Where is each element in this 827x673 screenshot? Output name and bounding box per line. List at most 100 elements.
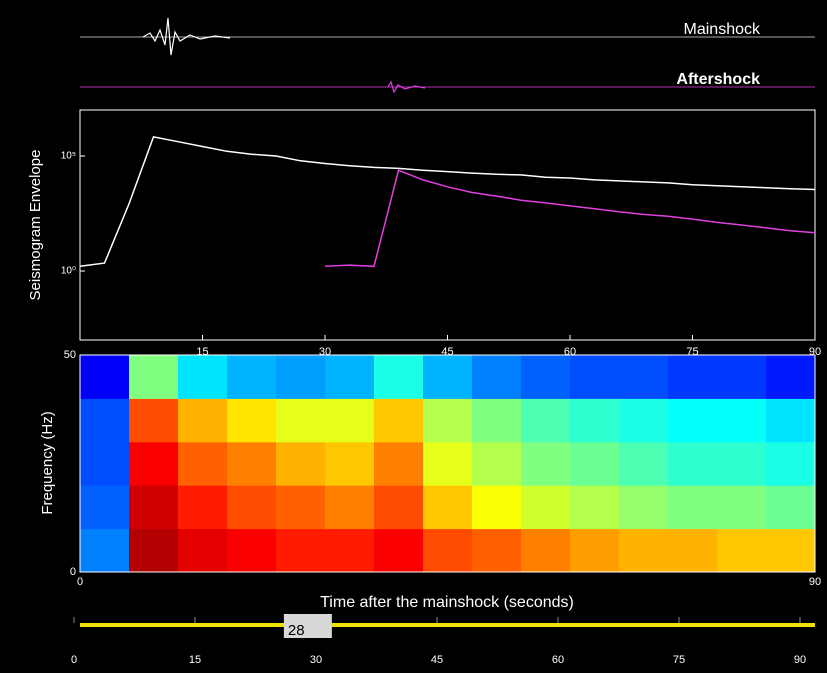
spectrogram-cell <box>766 441 816 486</box>
legend-mainshock: Mainshock <box>684 21 761 38</box>
spectrogram-cell <box>423 441 473 486</box>
spectrogram-cell <box>668 485 718 530</box>
envelope-line <box>79 136 816 268</box>
spectrogram-cell <box>374 398 424 443</box>
spectrogram-cell <box>276 398 326 443</box>
spectrogram-cell <box>80 441 130 486</box>
spectrogram-cell <box>521 398 571 443</box>
spectrogram-cell <box>668 441 718 486</box>
y-tick-label: 10⁰ <box>61 266 76 277</box>
spectrogram-cell <box>374 528 424 573</box>
spectrogram-cell <box>227 528 277 573</box>
slider-tick-label: 30 <box>310 654 322 666</box>
spectrogram-cell <box>423 528 473 573</box>
spectrogram-cell <box>325 398 375 443</box>
spectrogram-cell <box>129 441 179 486</box>
aftershock-burst <box>387 80 426 94</box>
x-tick-label: 0 <box>77 576 83 588</box>
spectrogram-cell <box>766 355 816 399</box>
spectrogram-cell <box>227 355 277 399</box>
spectrogram-cell <box>178 485 228 530</box>
spectrogram-cell <box>472 485 522 530</box>
spectrogram-cell <box>227 441 277 486</box>
spectrogram-cell <box>178 441 228 486</box>
spectrogram-cell <box>570 528 620 573</box>
slider-tick-label: 15 <box>189 654 201 666</box>
x-axis-label: Time after the mainshock (seconds) <box>320 594 574 611</box>
spectrogram-cell <box>668 528 718 573</box>
spectrogram-cell <box>129 485 179 530</box>
spectrogram-cell <box>717 485 767 530</box>
spectrogram-cell <box>423 398 473 443</box>
spectrogram-cell <box>129 355 179 399</box>
spectrogram-cell <box>178 528 228 573</box>
spectrogram-cell <box>325 355 375 399</box>
y-axis-label: Seismogram Envelope <box>27 150 44 301</box>
spectrogram-cell <box>717 355 767 399</box>
spectrogram-cell <box>717 528 767 573</box>
spectrogram-cell <box>668 355 718 399</box>
x-tick-label: 90 <box>809 576 821 588</box>
spectrogram-cell <box>374 355 424 399</box>
spectrogram-cell <box>570 355 620 399</box>
spectrogram-cell <box>80 485 130 530</box>
slider-tick-label: 75 <box>673 654 685 666</box>
slider-thumb[interactable] <box>283 614 332 638</box>
spectrogram-cell <box>472 398 522 443</box>
spectrogram-cell <box>521 355 571 399</box>
spectrogram-cell <box>374 441 424 486</box>
plot-frame <box>79 354 816 573</box>
spectrogram-cell <box>619 485 669 530</box>
spectrogram-cell <box>521 441 571 486</box>
y-axis-label: Frequency (Hz) <box>39 411 56 514</box>
spectrogram-cell <box>472 355 522 399</box>
spectrogram-cell <box>227 485 277 530</box>
y-tick-label: 50 <box>64 349 76 361</box>
spectrogram-cell <box>178 355 228 399</box>
spectrogram-cell <box>570 485 620 530</box>
spectrogram-cell <box>325 485 375 530</box>
legend-aftershock: Aftershock <box>676 71 760 88</box>
slider-tick-label: 90 <box>794 654 806 666</box>
spectrogram-cell <box>472 441 522 486</box>
spectrogram-cell <box>423 485 473 530</box>
spectrogram-cell <box>472 528 522 573</box>
spectrogram-cell <box>374 485 424 530</box>
spectrogram-cell <box>276 485 326 530</box>
spectrogram-cell <box>619 398 669 443</box>
spectrogram-cell <box>80 398 130 443</box>
y-tick-label: 10⁵ <box>61 151 76 162</box>
spectrogram-cell <box>227 398 277 443</box>
spectrogram-cell <box>129 528 179 573</box>
slider-value: 28 <box>288 622 305 639</box>
spectrogram-cell <box>276 528 326 573</box>
slider-tick-label: 45 <box>431 654 443 666</box>
spectrogram-cell <box>423 355 473 399</box>
spectrogram-cell <box>276 355 326 399</box>
spectrogram-cell <box>619 355 669 399</box>
y-tick-label: 0 <box>70 566 76 578</box>
mainshock-burst <box>142 17 231 56</box>
spectrogram-cell <box>80 355 130 399</box>
spectrogram-cell <box>129 398 179 443</box>
spectrogram-cell <box>717 398 767 443</box>
spectrogram-cell <box>80 528 130 573</box>
spectrogram-cell <box>276 441 326 486</box>
spectrogram-cell <box>325 441 375 486</box>
slider-tick-label: 0 <box>71 654 77 666</box>
spectrogram-cell <box>766 528 816 573</box>
spectrogram-cell <box>766 398 816 443</box>
spectrogram-cell <box>619 441 669 486</box>
spectrogram-cell <box>325 528 375 573</box>
slider-tick-label: 60 <box>552 654 564 666</box>
spectrogram-cell <box>521 528 571 573</box>
spectrogram-cell <box>619 528 669 573</box>
spectrogram-cell <box>717 441 767 486</box>
spectrogram-cell <box>521 485 571 530</box>
spectrogram-cell <box>570 398 620 443</box>
spectrogram-cell <box>668 398 718 443</box>
envelope-line <box>324 169 816 268</box>
spectrogram-cell <box>570 441 620 486</box>
spectrogram-cell <box>766 485 816 530</box>
